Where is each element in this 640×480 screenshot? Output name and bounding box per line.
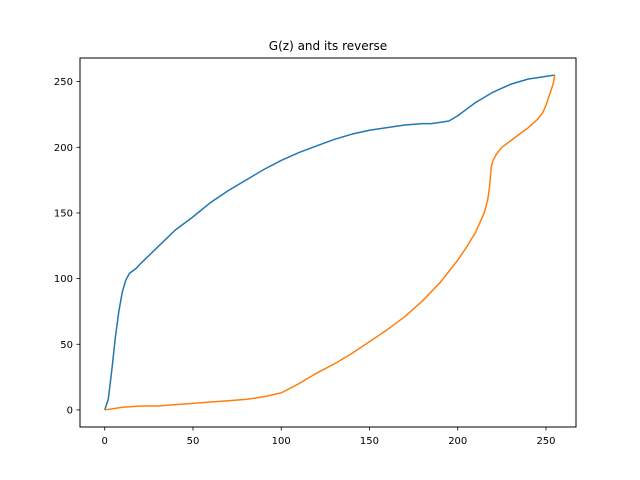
y-tick-label: 0 (67, 405, 73, 416)
x-tick-label: 0 (102, 436, 108, 447)
x-tick-label: 150 (360, 436, 379, 447)
chart-title: G(z) and its reverse (269, 39, 387, 53)
y-tick-label: 100 (54, 274, 73, 285)
x-tick-label: 50 (187, 436, 200, 447)
y-tick-label: 250 (54, 77, 73, 88)
series-line-reverse (104, 74, 556, 411)
y-tick-label: 50 (60, 340, 73, 351)
series-layer (103, 74, 556, 411)
x-tick-label: 200 (448, 436, 467, 447)
series-line-forward (103, 74, 555, 411)
x-tick-label: 250 (536, 436, 555, 447)
y-tick-label: 200 (54, 143, 73, 154)
plot-frame (79, 57, 577, 428)
x-axis: 0 50 100 150 200 250 (102, 427, 556, 447)
x-tick-label: 100 (272, 436, 291, 447)
y-tick-label: 150 (54, 208, 73, 219)
y-axis: 0 50 100 150 200 250 (54, 77, 80, 416)
